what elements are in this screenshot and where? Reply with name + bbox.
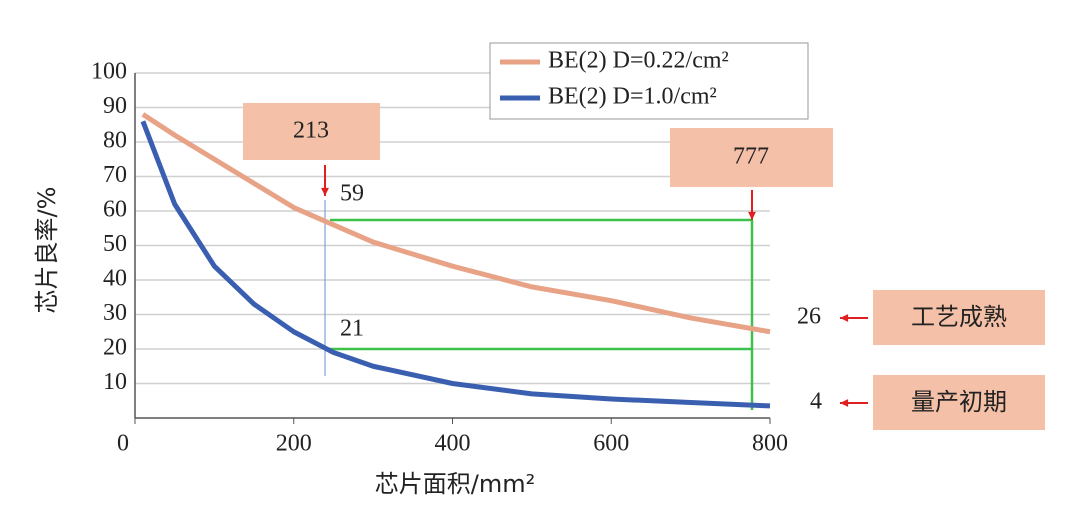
y-axis-label: 芯片良率/% bbox=[33, 187, 61, 314]
annotation: 量产初期 bbox=[911, 388, 1007, 416]
x-tick-label: 400 bbox=[435, 431, 471, 457]
x-tick-label: 200 bbox=[276, 431, 312, 457]
y-tick-label: 10 bbox=[103, 369, 127, 395]
y-tick-label: 60 bbox=[103, 197, 127, 223]
annotation-box bbox=[243, 103, 380, 160]
annotation: 59 bbox=[340, 181, 364, 207]
x-tick-label: 800 bbox=[752, 431, 788, 457]
series-line bbox=[140, 120, 771, 409]
annotation: 26 bbox=[797, 304, 821, 330]
annotation: 21 bbox=[340, 316, 364, 342]
grid bbox=[135, 72, 770, 385]
y-tick-label: 50 bbox=[103, 231, 127, 257]
y-tick-label: 70 bbox=[103, 162, 127, 188]
x-tick-label: 600 bbox=[593, 431, 629, 457]
y-tick-label: 80 bbox=[103, 128, 127, 154]
legend-label: BE(2) D=0.22/cm² bbox=[548, 48, 729, 74]
annotation: 213 bbox=[293, 118, 329, 144]
y-tick-label: 40 bbox=[103, 266, 127, 292]
arrow-head bbox=[840, 314, 849, 322]
annotations bbox=[243, 103, 1045, 430]
annotation: 4 bbox=[810, 389, 822, 415]
x-axis-label: 芯片面积/mm² bbox=[375, 470, 535, 498]
annotation-box bbox=[670, 128, 833, 187]
annotation: 777 bbox=[733, 144, 769, 170]
x-tick-label: 0 bbox=[117, 431, 129, 457]
series-line bbox=[141, 112, 771, 335]
arrow-head bbox=[321, 187, 329, 196]
annotation-box bbox=[873, 375, 1045, 430]
arrow-head bbox=[840, 399, 849, 407]
y-tick-label: 90 bbox=[103, 93, 127, 119]
y-tick-label: 20 bbox=[103, 335, 127, 361]
legend-label: BE(2) D=1.0/cm² bbox=[548, 84, 717, 110]
y-tick-label: 30 bbox=[103, 300, 127, 326]
annotation-box bbox=[873, 290, 1045, 345]
y-tick-label: 100 bbox=[91, 59, 127, 85]
arrow-head bbox=[748, 211, 756, 220]
legend-box bbox=[489, 42, 809, 120]
annotation: 工艺成熟 bbox=[911, 303, 1007, 331]
